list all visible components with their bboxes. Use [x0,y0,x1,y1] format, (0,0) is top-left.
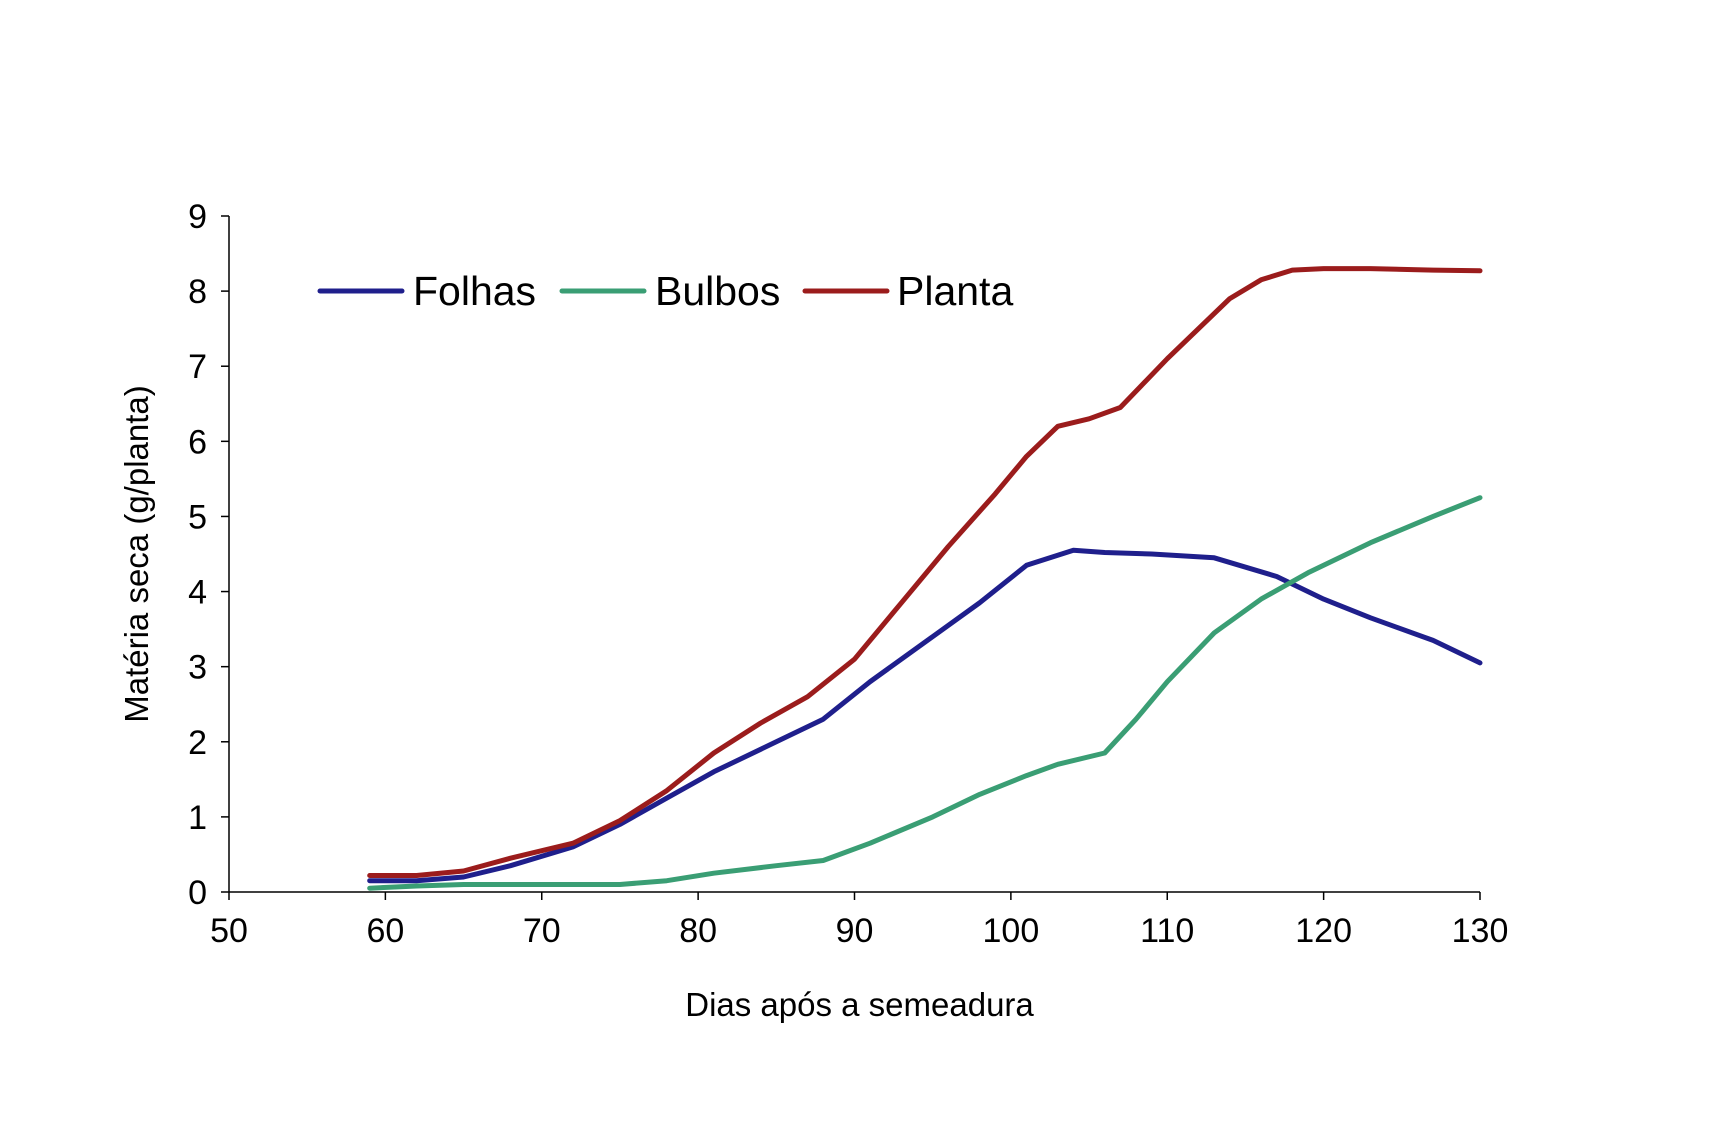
series-line-bulbos [367,495,1483,891]
y-tick-label: 6 [188,423,207,461]
x-tick-label: 120 [1295,912,1352,950]
y-tick-label: 7 [188,348,207,386]
series-line-planta [367,266,1483,878]
legend-label-folhas: Folhas [413,268,536,314]
x-axis-title: Dias após a semeadura [685,986,1034,1023]
y-tick-label: 0 [188,874,207,912]
y-tick-label: 1 [188,799,207,837]
x-tick-label: 80 [679,912,717,950]
x-tick-label: 50 [210,912,248,950]
y-ticks: 0 1 2 3 4 5 6 7 8 9 [188,198,229,912]
y-axis-title: Matéria seca (g/planta) [118,385,155,723]
y-tick-label: 2 [188,724,207,762]
x-tick-label: 90 [836,912,874,950]
legend-label-planta: Planta [897,268,1013,314]
y-tick-label: 9 [188,198,207,236]
x-tick-label: 110 [1140,912,1194,950]
x-tick-label: 100 [983,912,1040,950]
y-tick-label: 4 [188,574,207,612]
legend-label-bulbos: Bulbos [655,268,780,314]
x-tick-label: 70 [523,912,561,950]
series-line-folhas [367,547,1483,884]
y-tick-label: 8 [188,273,207,311]
x-ticks: 50 60 70 80 90 100 110 120 130 [210,892,1508,950]
x-tick-label: 60 [366,912,404,950]
series-lines [367,266,1483,891]
legend: Folhas Bulbos Planta [317,268,1013,314]
y-tick-label: 3 [188,649,207,687]
x-tick-label: 130 [1452,912,1509,950]
axes [228,216,1480,893]
y-tick-label: 5 [188,498,207,536]
